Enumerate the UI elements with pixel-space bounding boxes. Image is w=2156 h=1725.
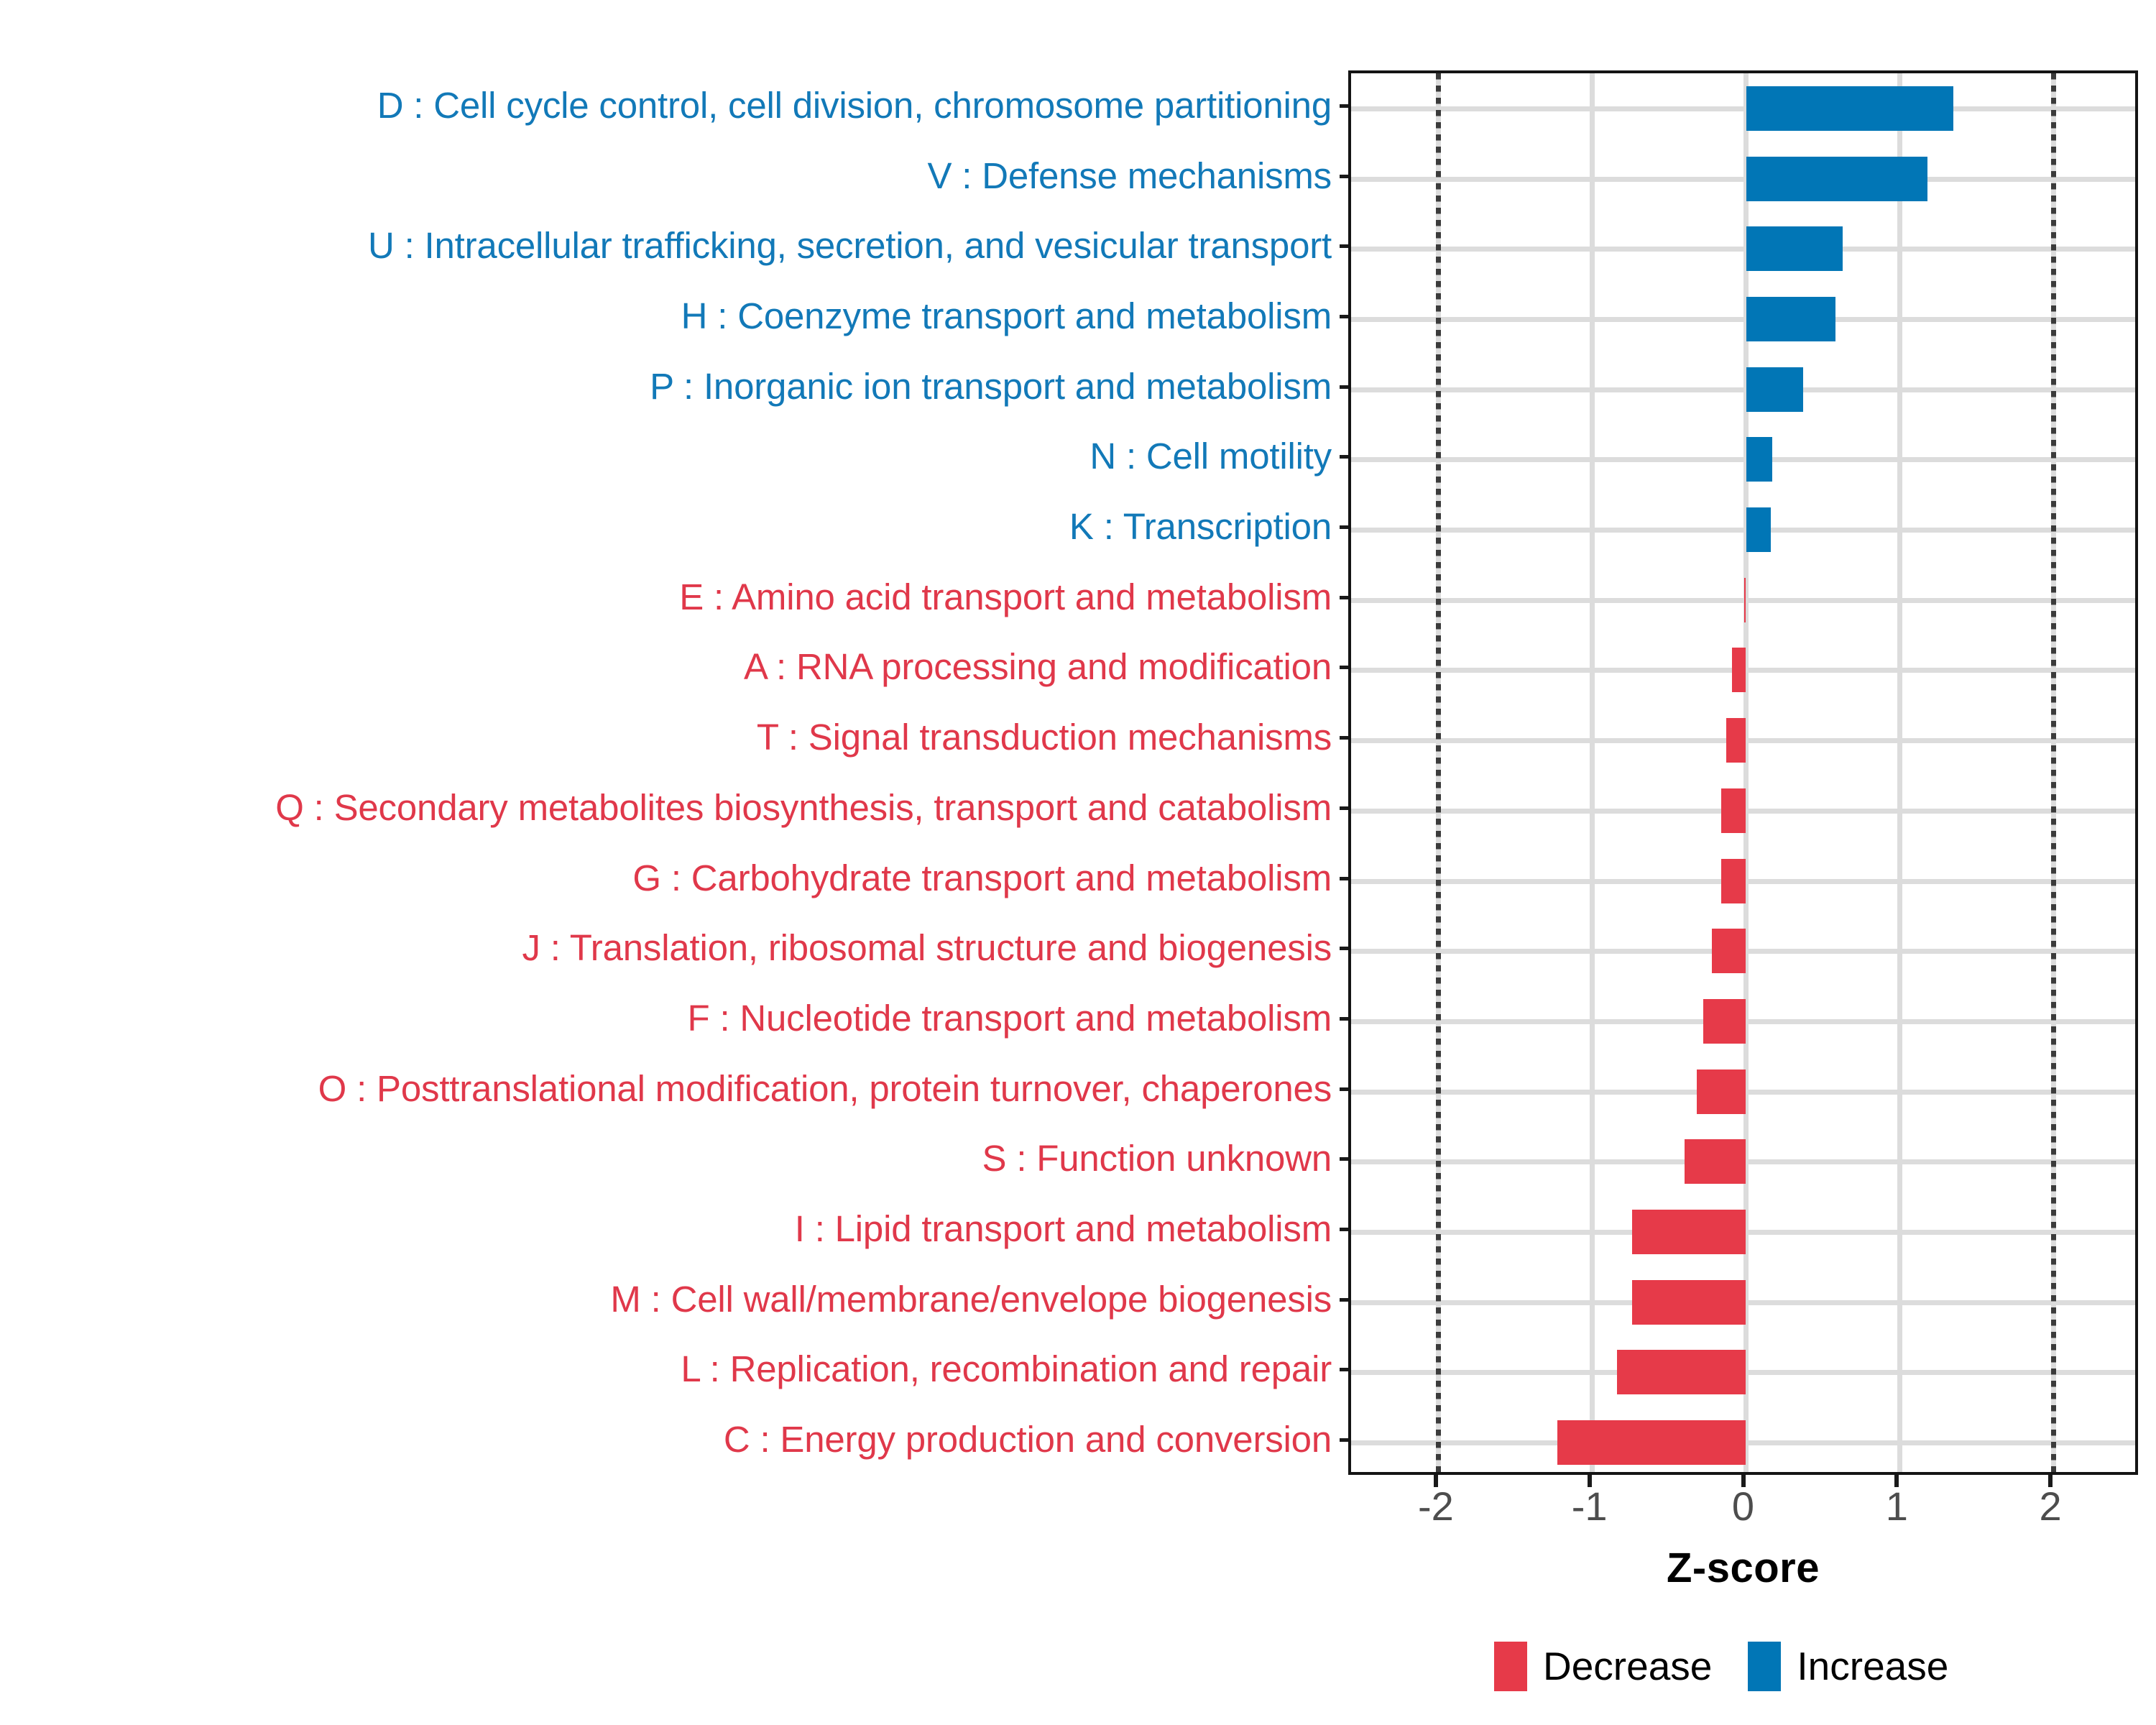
category-label: P : Inorganic ion transport and metaboli… [650, 365, 1332, 407]
bar [1721, 858, 1746, 903]
grid-line-horizontal [1351, 247, 2135, 252]
bar [1746, 507, 1771, 553]
y-axis-tick [1340, 1297, 1348, 1302]
category-label: H : Coenzyme transport and metabolism [681, 295, 1332, 336]
bar [1744, 577, 1746, 622]
grid-line-vertical [1897, 73, 1902, 1472]
reference-line [1436, 73, 1442, 1472]
bar [1632, 1210, 1746, 1255]
grid-line-horizontal [1351, 106, 2135, 111]
grid-line-vertical [1590, 73, 1595, 1472]
category-label: A : RNA processing and modification [744, 646, 1332, 688]
legend-swatch-increase [1748, 1641, 1782, 1691]
category-label: G : Carbohydrate transport and metabolis… [632, 857, 1332, 898]
x-axis-tick-label: -2 [1417, 1484, 1454, 1529]
y-axis-tick [1340, 1016, 1348, 1021]
x-axis-tick-label: 1 [1885, 1484, 1908, 1529]
bar [1557, 1420, 1746, 1466]
category-label: N : Cell motility [1089, 436, 1332, 477]
legend-item[interactable]: Decrease [1494, 1641, 1748, 1691]
y-axis-tick [1340, 947, 1348, 951]
y-axis-tick [1340, 1157, 1348, 1162]
bar [1712, 929, 1746, 974]
y-axis-tick [1340, 806, 1348, 810]
category-label-column: D : Cell cycle control, cell division, c… [0, 70, 1332, 1475]
category-label: Q : Secondary metabolites biosynthesis, … [275, 786, 1332, 828]
category-label: L : Replication, recombination and repai… [681, 1348, 1332, 1390]
grid-line-horizontal [1351, 387, 2135, 392]
y-axis-tick [1340, 666, 1348, 670]
bar [1684, 1139, 1746, 1184]
y-axis-tick [1340, 174, 1348, 178]
y-axis-tick [1340, 455, 1348, 459]
x-axis-title: Z-score [1666, 1545, 1820, 1591]
x-axis-tick [1894, 1475, 1899, 1487]
bar [1697, 1069, 1746, 1114]
category-label: O : Posttranslational modification, prot… [318, 1067, 1332, 1109]
category-label: F : Nucleotide transport and metabolism [687, 997, 1332, 1039]
x-axis-tick-label: -1 [1571, 1484, 1608, 1529]
y-axis-tick [1340, 1087, 1348, 1091]
legend: Decrease Increase [1494, 1641, 1984, 1691]
reference-line [2050, 73, 2056, 1472]
legend-swatch-decrease [1494, 1641, 1527, 1691]
y-axis-tick [1340, 314, 1348, 318]
category-label: D : Cell cycle control, cell division, c… [377, 84, 1332, 126]
grid-line-horizontal [1351, 528, 2135, 533]
bar [1726, 718, 1746, 763]
plot-panel [1348, 70, 2138, 1475]
grid-line-horizontal [1351, 176, 2135, 182]
category-label: M : Cell wall/membrane/envelope biogenes… [610, 1278, 1332, 1320]
y-axis-tick [1340, 385, 1348, 389]
x-axis-tick [1433, 1475, 1438, 1487]
y-axis-tick [1340, 1368, 1348, 1372]
legend-label: Decrease [1543, 1643, 1713, 1688]
category-label: U : Intracellular trafficking, secretion… [368, 225, 1332, 267]
y-axis-tick [1340, 736, 1348, 740]
x-axis-tick [1587, 1475, 1592, 1487]
x-axis-tick [2048, 1475, 2053, 1487]
grid-line-vertical [1743, 73, 1749, 1472]
bar [1732, 648, 1746, 693]
category-label: E : Amino acid transport and metabolism [679, 576, 1332, 617]
bar [1632, 1279, 1746, 1325]
y-axis-tick [1340, 595, 1348, 599]
grid-line-horizontal [1351, 457, 2135, 463]
grid-line-horizontal [1351, 597, 2135, 603]
y-axis-tick [1340, 525, 1348, 530]
bar [1703, 998, 1746, 1044]
category-label: I : Lipid transport and metabolism [794, 1208, 1332, 1250]
y-axis-tick [1340, 104, 1348, 108]
bar [1746, 156, 1927, 201]
grid-line-horizontal [1351, 316, 2135, 322]
bar [1616, 1350, 1746, 1395]
x-axis-tick [1741, 1475, 1746, 1487]
legend-label: Increase [1797, 1643, 1949, 1688]
y-axis-tick [1340, 1438, 1348, 1443]
bar [1746, 437, 1772, 482]
category-label: C : Energy production and conversion [723, 1419, 1332, 1460]
x-axis-tick-label: 2 [2039, 1484, 2062, 1529]
category-label: K : Transcription [1069, 506, 1332, 548]
y-axis-tick [1340, 244, 1348, 249]
bar [1746, 367, 1803, 412]
y-axis-tick [1340, 876, 1348, 880]
y-axis-tick [1340, 1228, 1348, 1232]
category-label: J : Translation, ribosomal structure and… [522, 927, 1332, 969]
bar [1746, 296, 1835, 341]
legend-item[interactable]: Increase [1748, 1641, 1984, 1691]
x-axis-tick-label: 0 [1731, 1484, 1755, 1529]
bar [1746, 86, 1954, 131]
bar [1721, 788, 1746, 833]
category-label: T : Signal transduction mechanisms [756, 717, 1332, 758]
plot-panel-inner [1351, 73, 2135, 1472]
category-label: S : Function unknown [982, 1138, 1332, 1179]
bar [1746, 226, 1843, 272]
category-label: V : Defense mechanisms [927, 155, 1332, 196]
